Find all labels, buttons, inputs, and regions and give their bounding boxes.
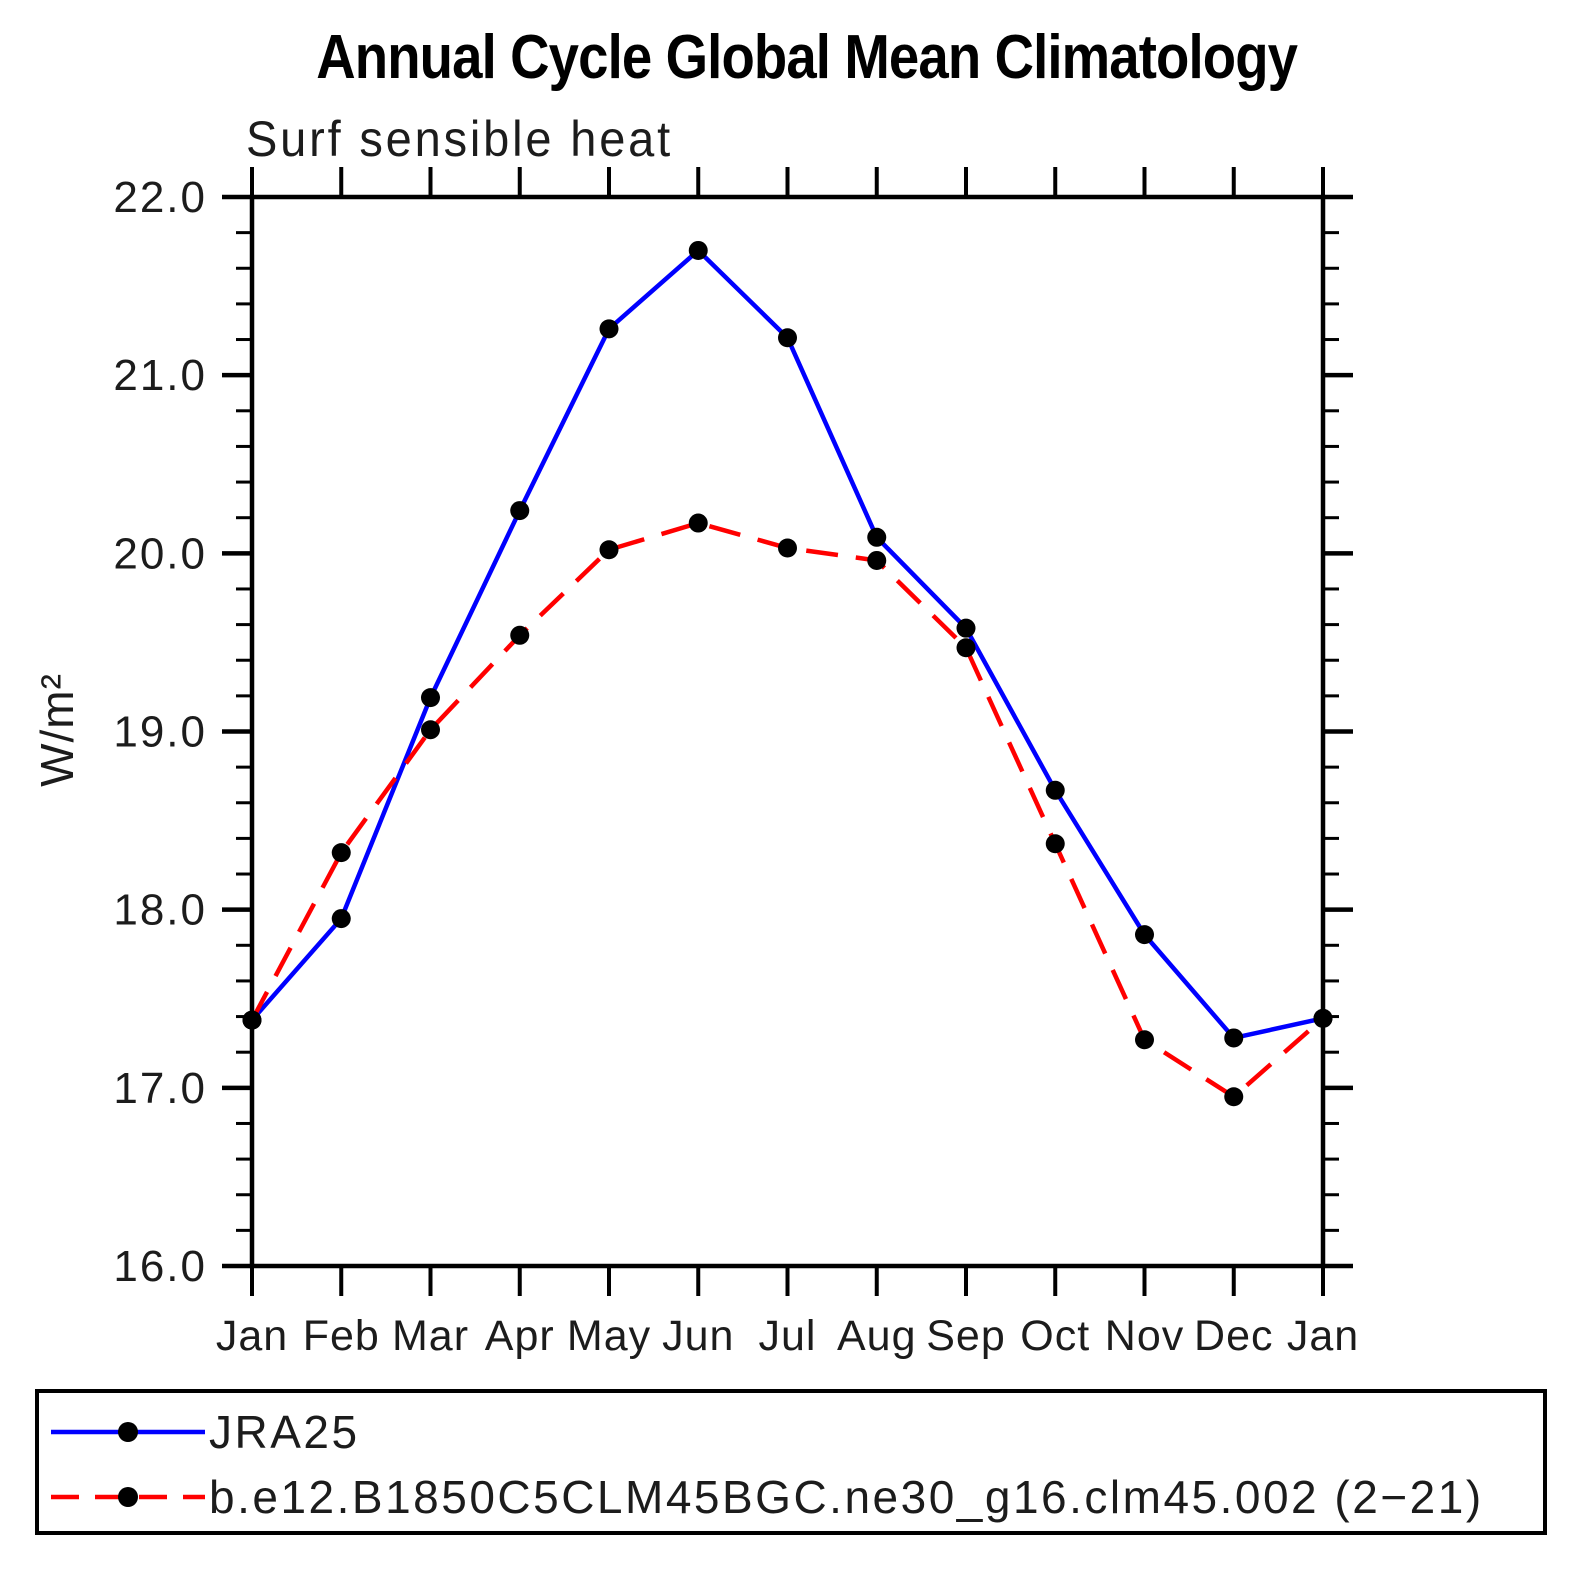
axis-frame bbox=[249, 194, 1326, 1269]
y-tick-label: 17.0 bbox=[113, 1064, 207, 1113]
series-marker-1 bbox=[688, 513, 708, 533]
series-marker-1 bbox=[1045, 834, 1065, 854]
series-marker-1 bbox=[242, 1010, 262, 1030]
series-line-0 bbox=[250, 247, 1324, 1041]
legend-row-jra25: JRA25 bbox=[45, 1406, 360, 1458]
series-marker-1 bbox=[599, 540, 619, 560]
legend-sample-jra25 bbox=[51, 1422, 205, 1442]
series-marker-1 bbox=[421, 720, 440, 740]
x-tick-label: Nov bbox=[1105, 1312, 1184, 1360]
legend-label-jra25: JRA25 bbox=[209, 1406, 360, 1458]
series-marker-1 bbox=[956, 638, 976, 658]
series-marker-1 bbox=[1313, 1008, 1333, 1028]
series-marker-1 bbox=[867, 550, 887, 570]
x-tick-label: Jan bbox=[216, 1312, 288, 1360]
x-tick-label: Feb bbox=[303, 1312, 380, 1360]
series-marker-0 bbox=[1045, 780, 1065, 800]
x-tick-label: Aug bbox=[837, 1312, 917, 1360]
x-tick-label: Jan bbox=[1287, 1312, 1359, 1360]
chart-subtitle: Surf sensible heat bbox=[246, 111, 673, 167]
series-marker-0 bbox=[510, 501, 530, 521]
series-marker-1 bbox=[510, 625, 530, 645]
series-marker-0 bbox=[688, 240, 708, 260]
legend-label-model: b.e12.B1850C5CLM45BGC.ne30_g16.clm45.002… bbox=[209, 1471, 1484, 1523]
series-marker-1 bbox=[1135, 1030, 1154, 1050]
chart-title: Annual Cycle Global Mean Climatology bbox=[316, 23, 1298, 92]
legend-marker-dot bbox=[118, 1487, 138, 1507]
y-tick-label: 22.0 bbox=[113, 173, 207, 222]
series-marker-0 bbox=[599, 319, 619, 339]
legend: JRA25 b.e12.B1850C5CLM45BGC.ne30_g16.clm… bbox=[35, 1389, 1547, 1535]
series-marker-0 bbox=[331, 909, 351, 929]
x-tick-label: Oct bbox=[1020, 1312, 1090, 1360]
y-tick-label: 21.0 bbox=[113, 351, 207, 400]
y-tick-label: 19.0 bbox=[113, 708, 207, 757]
legend-row-model: b.e12.B1850C5CLM45BGC.ne30_g16.clm45.002… bbox=[45, 1471, 1484, 1523]
y-tick-label: 18.0 bbox=[113, 886, 207, 935]
x-tick-label: May bbox=[567, 1312, 651, 1360]
series-marker-0 bbox=[956, 618, 976, 638]
legend-marker-dot bbox=[118, 1422, 138, 1442]
series-marker-0 bbox=[1224, 1028, 1244, 1048]
x-tick-label: Jul bbox=[759, 1312, 817, 1360]
x-tick-label: Apr bbox=[485, 1312, 555, 1360]
series-marker-0 bbox=[778, 328, 797, 348]
series-marker-1 bbox=[778, 538, 797, 558]
series-marker-1 bbox=[331, 843, 351, 863]
series-marker-0 bbox=[1135, 925, 1154, 945]
series-marker-0 bbox=[867, 527, 887, 547]
series-marker-1 bbox=[1224, 1087, 1244, 1107]
x-tick-label: Dec bbox=[1194, 1312, 1273, 1360]
x-tick-label: Jun bbox=[662, 1312, 734, 1360]
series-line-1 bbox=[250, 520, 1325, 1100]
x-tick-label: Sep bbox=[926, 1312, 1006, 1360]
y-tick-label: 20.0 bbox=[113, 529, 207, 578]
series-marker-0 bbox=[421, 688, 440, 708]
legend-sample-model bbox=[51, 1487, 205, 1507]
y-tick-label: 16.0 bbox=[113, 1242, 207, 1291]
x-tick-label: Mar bbox=[392, 1312, 469, 1360]
